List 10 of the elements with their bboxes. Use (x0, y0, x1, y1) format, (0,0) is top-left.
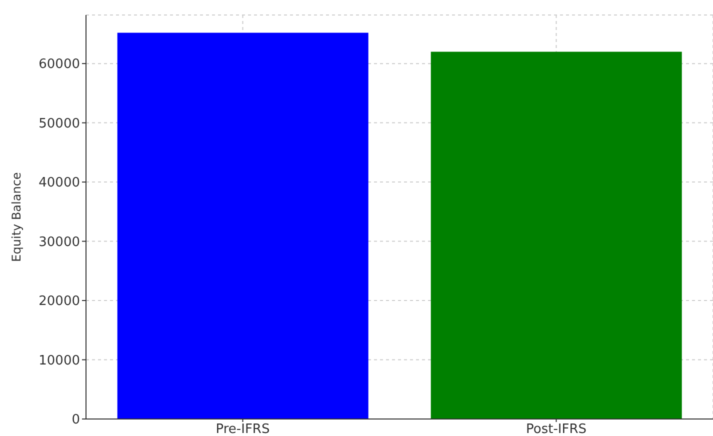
y-tick-label: 60000 (38, 57, 80, 72)
y-tick-label: 10000 (38, 353, 80, 368)
y-tick-label: 20000 (38, 294, 80, 310)
x-tick-label: Post-IFRS (526, 422, 586, 436)
y-tick-label: 50000 (38, 116, 80, 132)
y-tick-label: 40000 (38, 176, 80, 191)
y-tick-label: 0 (72, 412, 80, 428)
y-axis-title: Equity Balance (9, 172, 24, 262)
y-tick-label: 30000 (38, 234, 80, 250)
x-tick-label: Pre-IFRS (216, 422, 270, 436)
